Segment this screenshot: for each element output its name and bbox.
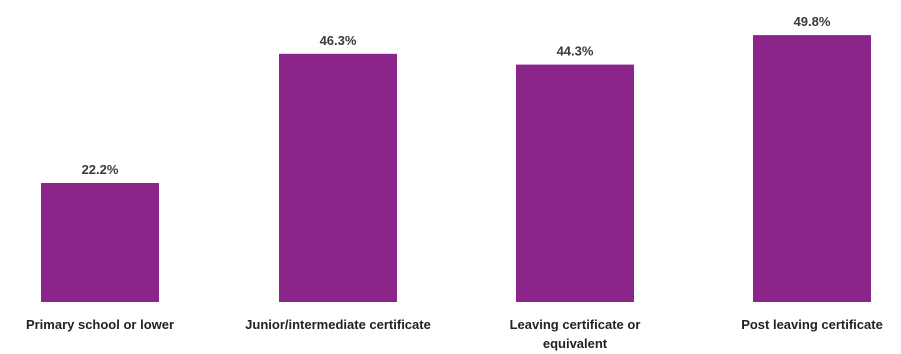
- bar-1: [279, 53, 397, 302]
- category-label: Primary school or lower: [26, 317, 174, 332]
- bar-3: [753, 35, 871, 302]
- bar-value-label: 49.8%: [794, 14, 831, 29]
- category-label: Junior/intermediate certificate: [245, 317, 431, 332]
- category-labels-group: Primary school or lower Junior/intermedia…: [26, 317, 883, 351]
- category-label: Leaving certificate or: [510, 317, 641, 332]
- bar-value-label: 46.3%: [320, 33, 357, 48]
- value-labels-group: 22.2% 46.3% 44.3% 49.8%: [82, 14, 831, 177]
- bar-0: [41, 183, 159, 302]
- bar-value-label: 44.3%: [557, 44, 594, 59]
- category-label: Post leaving certificate: [741, 317, 883, 332]
- bars-group: [41, 35, 871, 302]
- bar-value-label: 22.2%: [82, 162, 119, 177]
- bar-2: [516, 64, 634, 302]
- category-label: equivalent: [543, 336, 608, 351]
